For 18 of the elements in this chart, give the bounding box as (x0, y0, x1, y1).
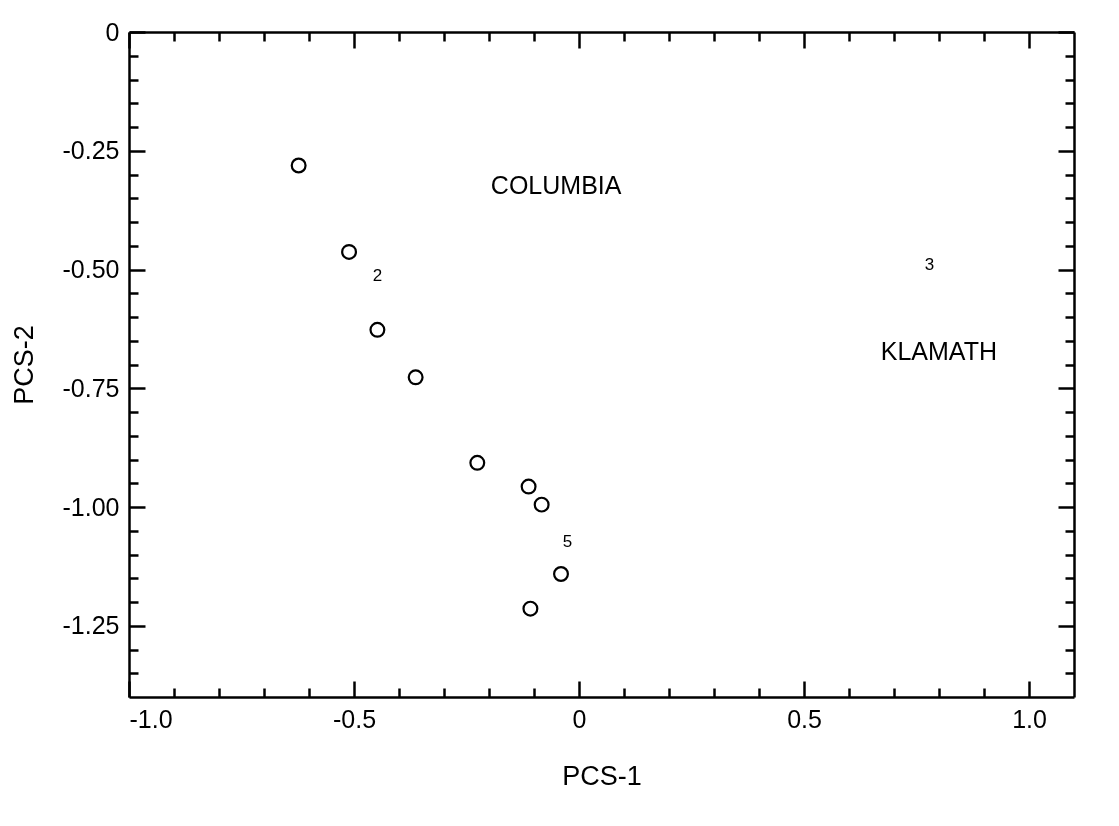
annotation: KLAMATH (880, 336, 997, 365)
x-tick-label: 0 (572, 704, 587, 733)
y-tick-label: -0.75 (62, 373, 120, 402)
x-axis-title: PCS-1 (562, 760, 642, 791)
y-tick-label: -0.25 (62, 136, 120, 165)
y-tick-label: -1.25 (62, 611, 120, 640)
annotation: 3 (924, 254, 935, 274)
y-tick-label: -0.50 (62, 255, 120, 283)
y-tick-label: 0 (105, 17, 120, 46)
annotation: COLUMBIA (490, 171, 622, 200)
annotation: 5 (562, 532, 573, 552)
x-tick-label: 0.5 (787, 704, 822, 733)
y-axis-title: PCS-2 (8, 325, 39, 405)
x-tick-label: -1.0 (129, 704, 173, 733)
y-tick-label: -1.00 (62, 492, 120, 521)
x-tick-label: 1.0 (1012, 704, 1047, 733)
annotation: 2 (372, 266, 383, 286)
x-tick-label: -0.5 (332, 704, 377, 733)
